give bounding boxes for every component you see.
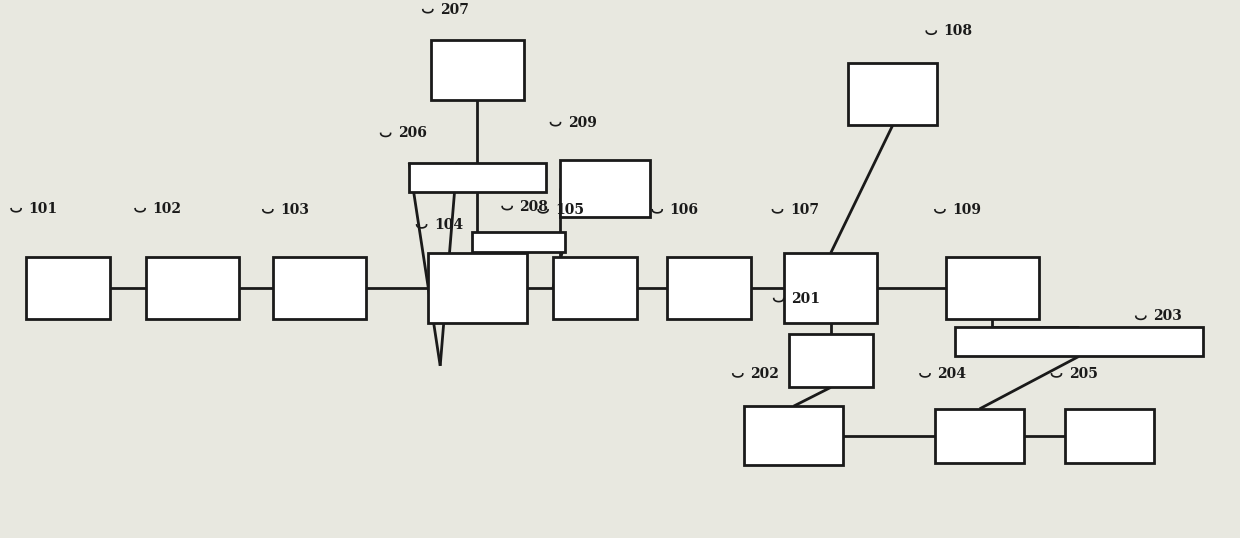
Text: 107: 107 — [790, 203, 818, 217]
Bar — [848, 63, 937, 125]
Bar — [744, 406, 843, 465]
Bar — [785, 253, 878, 323]
Text: 209: 209 — [568, 116, 596, 130]
Text: 105: 105 — [556, 203, 584, 217]
Text: 101: 101 — [29, 202, 57, 216]
Text: 206: 206 — [398, 126, 427, 140]
Bar — [667, 257, 751, 318]
Text: 102: 102 — [153, 202, 181, 216]
Bar — [560, 160, 650, 216]
Text: 108: 108 — [944, 24, 972, 38]
Bar — [553, 257, 637, 318]
Text: 207: 207 — [440, 3, 469, 17]
Text: 201: 201 — [791, 292, 820, 306]
Bar — [26, 257, 110, 318]
Text: 204: 204 — [937, 367, 966, 381]
Bar — [146, 257, 238, 318]
Text: 104: 104 — [434, 218, 463, 232]
Bar — [273, 257, 367, 318]
Text: 205: 205 — [1069, 367, 1097, 381]
Text: 103: 103 — [280, 203, 309, 217]
Text: 202: 202 — [750, 367, 779, 381]
Text: 203: 203 — [1153, 309, 1182, 323]
Bar — [432, 40, 525, 100]
Bar — [409, 162, 546, 193]
Bar — [955, 327, 1203, 357]
Bar — [428, 253, 527, 323]
Bar — [946, 257, 1039, 318]
Bar — [935, 409, 1024, 463]
Text: 106: 106 — [670, 203, 698, 217]
Bar — [789, 334, 873, 387]
Text: 208: 208 — [520, 200, 548, 214]
Bar — [471, 232, 565, 252]
Bar — [1065, 409, 1154, 463]
Text: 109: 109 — [952, 203, 981, 217]
